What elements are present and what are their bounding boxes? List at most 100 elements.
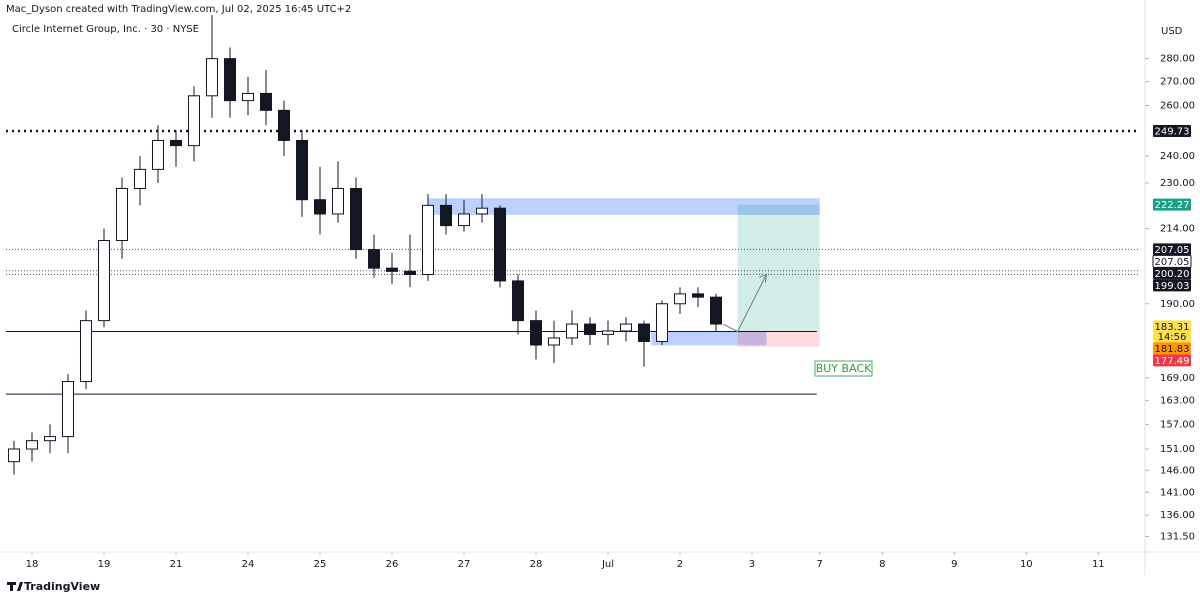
candle bbox=[691, 287, 704, 308]
currency: USD bbox=[1161, 26, 1183, 37]
candle-body bbox=[97, 239, 110, 322]
candle bbox=[619, 317, 632, 342]
candle bbox=[601, 320, 614, 346]
candle bbox=[547, 320, 560, 364]
y-tick-label: 230.00 bbox=[1160, 178, 1195, 189]
x-tick-label: 25 bbox=[314, 559, 327, 570]
price-label-box bbox=[1153, 198, 1191, 211]
candle-body bbox=[7, 448, 20, 463]
x-tick-label: 28 bbox=[530, 559, 543, 570]
y-tick-label: 141.00 bbox=[1160, 487, 1195, 498]
candle-body bbox=[367, 249, 380, 269]
candle bbox=[79, 310, 92, 390]
price-label: 177.49 bbox=[1155, 356, 1190, 367]
candle-body bbox=[709, 296, 722, 325]
brand: TradingView bbox=[24, 580, 100, 593]
zone bbox=[651, 331, 767, 346]
y-tick-label: 151.00 bbox=[1160, 444, 1195, 455]
candle-body bbox=[619, 323, 632, 332]
countdown: 14:56 bbox=[1158, 332, 1187, 343]
y-tick-label: 270.00 bbox=[1160, 77, 1195, 88]
candle bbox=[151, 125, 164, 183]
x-tick-label: 11 bbox=[1092, 559, 1105, 570]
candle bbox=[457, 199, 470, 232]
price-label: 183.31 bbox=[1155, 322, 1190, 333]
y-tick-label: 190.00 bbox=[1160, 299, 1195, 310]
candle-body bbox=[277, 109, 290, 141]
brand-logo bbox=[7, 582, 23, 591]
price-label-box bbox=[1153, 243, 1191, 256]
arrow-head bbox=[759, 273, 767, 283]
candle-body bbox=[511, 280, 524, 322]
candle-body bbox=[313, 199, 326, 215]
candle-body bbox=[223, 58, 236, 102]
y-tick-label: 260.00 bbox=[1160, 100, 1195, 111]
x-tick-label: 7 bbox=[816, 559, 822, 570]
x-tick-label: 27 bbox=[458, 559, 471, 570]
y-tick-label: 131.50 bbox=[1160, 531, 1195, 542]
candle-body bbox=[385, 267, 398, 272]
price-label: 249.73 bbox=[1155, 126, 1190, 137]
candle bbox=[97, 228, 110, 328]
candle bbox=[583, 317, 596, 346]
x-tick-label: 24 bbox=[242, 559, 255, 570]
y-tick-label: 280.00 bbox=[1160, 54, 1195, 65]
candle-body bbox=[529, 320, 542, 346]
price-label-box bbox=[1153, 124, 1191, 137]
price-label-box bbox=[1153, 279, 1191, 292]
price-label-box bbox=[1153, 267, 1191, 280]
candle-body bbox=[439, 204, 452, 227]
candle-body bbox=[43, 436, 56, 442]
candle bbox=[205, 15, 218, 118]
candle bbox=[61, 374, 74, 454]
candle-body bbox=[421, 204, 434, 276]
candle bbox=[133, 156, 146, 206]
candle-body bbox=[601, 330, 614, 335]
candle-body bbox=[691, 293, 704, 298]
price-label: 207.05 bbox=[1155, 257, 1190, 268]
price-label: 222.27 bbox=[1155, 200, 1190, 211]
annotation-box bbox=[814, 360, 873, 377]
candle bbox=[475, 194, 488, 223]
candle-body bbox=[151, 139, 164, 170]
candle-body bbox=[25, 440, 38, 450]
candle bbox=[295, 130, 308, 217]
candle bbox=[7, 440, 20, 475]
candle bbox=[421, 194, 434, 281]
candle-body bbox=[115, 187, 128, 241]
x-tick-label: 19 bbox=[98, 559, 111, 570]
x-tick-label: 26 bbox=[386, 559, 399, 570]
x-tick-label: 10 bbox=[1020, 559, 1033, 570]
y-tick-label: 163.00 bbox=[1160, 396, 1195, 407]
candle-body bbox=[655, 303, 668, 342]
x-tick-label: 3 bbox=[749, 559, 755, 570]
x-tick-label: Jul bbox=[601, 559, 614, 570]
candle-body bbox=[133, 168, 146, 189]
candle-body bbox=[493, 207, 506, 282]
candle bbox=[709, 293, 722, 331]
x-tick-label: 21 bbox=[170, 559, 183, 570]
candle bbox=[493, 205, 506, 288]
y-tick-label: 240.00 bbox=[1160, 151, 1195, 162]
candle-body bbox=[403, 270, 416, 276]
candle bbox=[637, 320, 650, 367]
position-loss bbox=[737, 331, 820, 347]
price-label: 199.03 bbox=[1155, 281, 1190, 292]
x-tick-label: 2 bbox=[677, 559, 683, 570]
candle-body bbox=[295, 139, 308, 201]
price-label-box bbox=[1153, 320, 1191, 343]
candle bbox=[241, 76, 254, 116]
candle-body bbox=[583, 323, 596, 335]
candle bbox=[259, 70, 272, 126]
candle-body bbox=[187, 95, 200, 147]
candle-body bbox=[457, 213, 470, 227]
price-label: 200.20 bbox=[1155, 269, 1190, 280]
candle-body bbox=[547, 337, 560, 346]
credit: Mac_Dyson created with TradingView.com, … bbox=[6, 4, 351, 15]
candle bbox=[187, 86, 200, 162]
candle bbox=[511, 274, 524, 335]
candle-body bbox=[169, 139, 182, 147]
candle bbox=[223, 47, 236, 118]
candle bbox=[349, 177, 362, 259]
